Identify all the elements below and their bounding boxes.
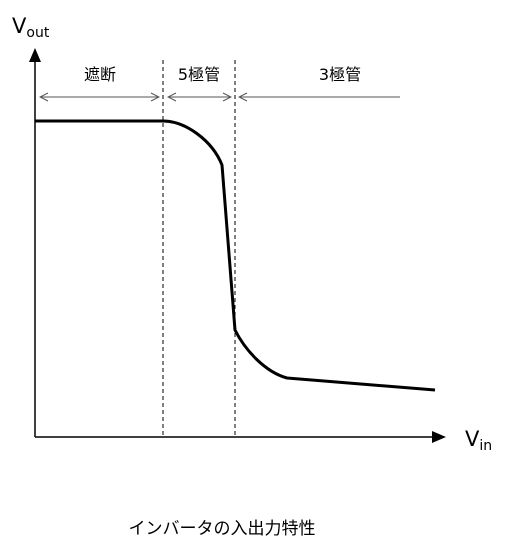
region-label: 5極管 [178, 65, 220, 84]
x-axis-arrow [432, 431, 446, 443]
region-label: 3極管 [319, 65, 361, 84]
caption: インバータの入出力特性 [129, 519, 316, 539]
x-axis-label: Vin [465, 427, 492, 454]
y-axis-arrow [29, 48, 41, 62]
region-label: 遮断 [84, 65, 116, 84]
y-axis-label: Vout [12, 14, 50, 41]
transfer-curve [35, 119, 436, 392]
